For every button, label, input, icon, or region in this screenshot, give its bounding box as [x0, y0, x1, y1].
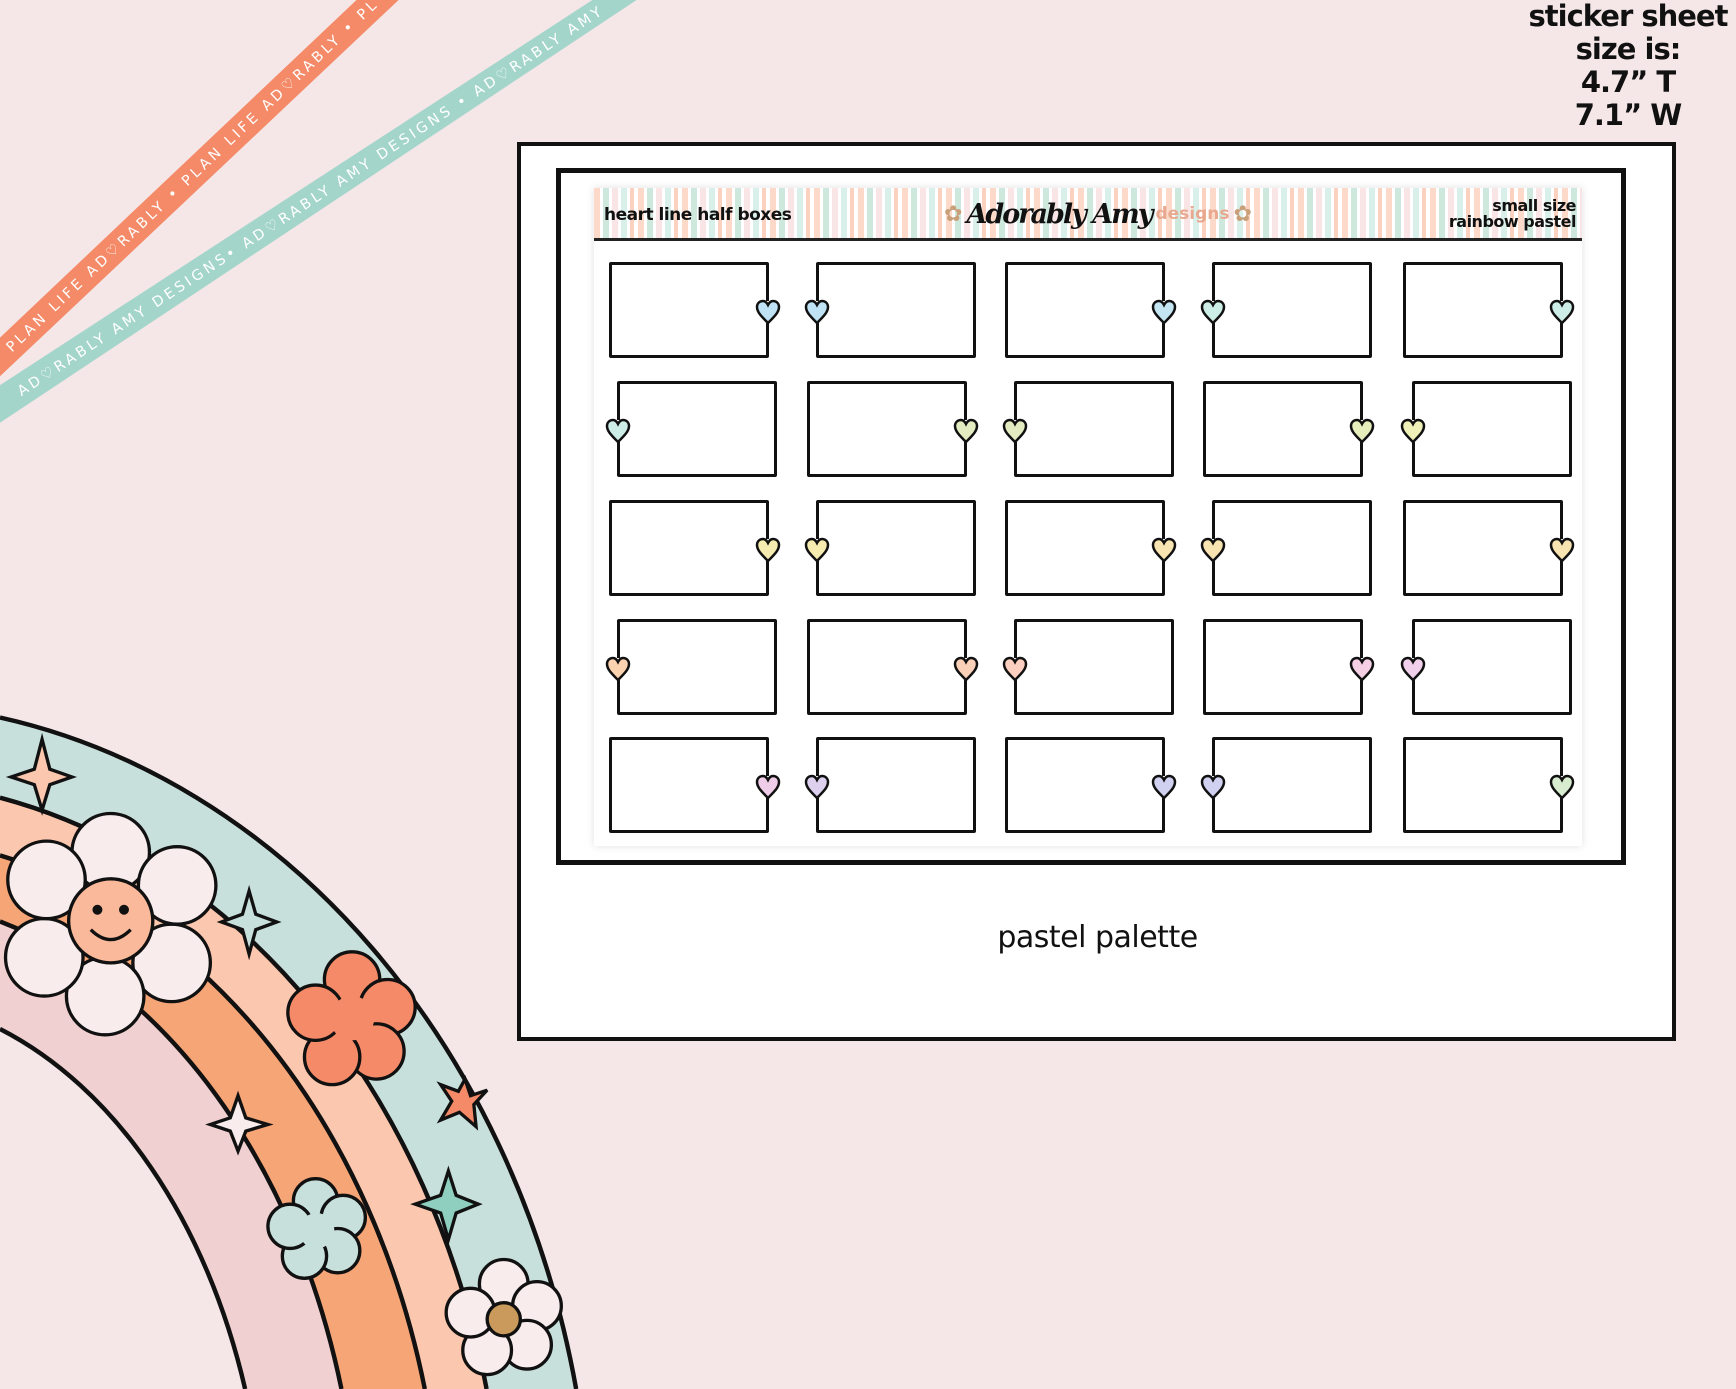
heart-icon [1349, 418, 1375, 444]
heart-icon [953, 418, 979, 444]
size-note-line: 7.1” W [1574, 98, 1683, 132]
sticker-box [804, 500, 976, 596]
sticker-box [1400, 619, 1572, 715]
sticker-box [1403, 500, 1575, 596]
daisy-flower-icon [444, 1257, 563, 1377]
heart-icon [755, 774, 781, 800]
sticker-box [1002, 619, 1174, 715]
heart-icon [1400, 656, 1426, 682]
brand-logo: ✿ Adorably Amy designs ✿ [944, 196, 1252, 232]
heart-icon [804, 537, 830, 563]
header-strip: heart line half boxes ✿ Adorably Amy des… [594, 188, 1582, 241]
heart-icon [1200, 299, 1226, 325]
size-note-line: 4.7” T [1580, 65, 1676, 99]
sticker-box [1403, 262, 1575, 358]
sheet-title: heart line half boxes [604, 205, 792, 225]
heart-icon [1151, 537, 1177, 563]
sticker-box [1200, 500, 1372, 596]
heart-icon [605, 656, 631, 682]
sticker-sheet: heart line half boxes ✿ Adorably Amy des… [594, 188, 1582, 846]
size-note-line: sticker sheet [1528, 0, 1729, 33]
sticker-box [605, 619, 777, 715]
heart-icon [804, 299, 830, 325]
heart-icon [755, 299, 781, 325]
sticker-box [609, 737, 781, 833]
sticker-box [1203, 381, 1375, 477]
sticker-box [1403, 737, 1575, 833]
flower-icon: ✿ [1233, 201, 1252, 226]
sticker-box [1203, 619, 1375, 715]
orange-flower-icon [286, 950, 417, 1087]
logo-script: Adorably Amy [966, 198, 1153, 230]
heart-icon [1549, 537, 1575, 563]
logo-suffix: designs [1155, 204, 1230, 224]
sticker-box [1002, 381, 1174, 477]
smiley-flower-icon [3, 811, 218, 1037]
heart-icon [605, 418, 631, 444]
sticker-box [1005, 500, 1177, 596]
flower-icon: ✿ [944, 201, 963, 226]
sticker-box [1005, 262, 1177, 358]
palette-label: rainbow pastel [1448, 212, 1577, 231]
sticker-size-note: sticker sheet size is: 4.7” T 7.1” W [1520, 0, 1736, 132]
heart-icon [1549, 774, 1575, 800]
heart-icon [1151, 299, 1177, 325]
heart-icon [804, 774, 830, 800]
teal-flower-icon [266, 1177, 368, 1280]
caption: pastel palette [997, 920, 1198, 955]
sparkle-star-icons [5, 732, 489, 1246]
sticker-box [807, 381, 979, 477]
heart-icon [1549, 299, 1575, 325]
heart-icon [1002, 418, 1028, 444]
heart-icon [1349, 656, 1375, 682]
heart-icon [953, 656, 979, 682]
heart-icon [1151, 774, 1177, 800]
sticker-box [605, 381, 777, 477]
size-label: small size [1492, 196, 1576, 215]
heart-icon [1200, 537, 1226, 563]
sticker-box [1200, 262, 1372, 358]
sticker-box [1005, 737, 1177, 833]
sticker-box [804, 737, 976, 833]
sticker-box [1200, 737, 1372, 833]
sticker-box [609, 262, 781, 358]
sticker-box [804, 262, 976, 358]
sticker-box [609, 500, 781, 596]
sheet-info: small size rainbow pastel [1448, 196, 1577, 231]
sticker-box [1400, 381, 1572, 477]
heart-icon [1002, 656, 1028, 682]
size-note-line: size is: [1575, 32, 1682, 66]
heart-icon [1400, 418, 1426, 444]
heart-icon [1200, 774, 1226, 800]
heart-icon [755, 537, 781, 563]
sticker-box [807, 619, 979, 715]
